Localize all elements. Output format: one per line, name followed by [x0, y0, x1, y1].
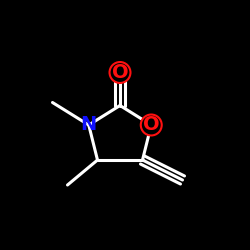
- Text: O: O: [112, 63, 128, 82]
- Text: O: O: [143, 116, 160, 134]
- Text: N: N: [80, 116, 97, 134]
